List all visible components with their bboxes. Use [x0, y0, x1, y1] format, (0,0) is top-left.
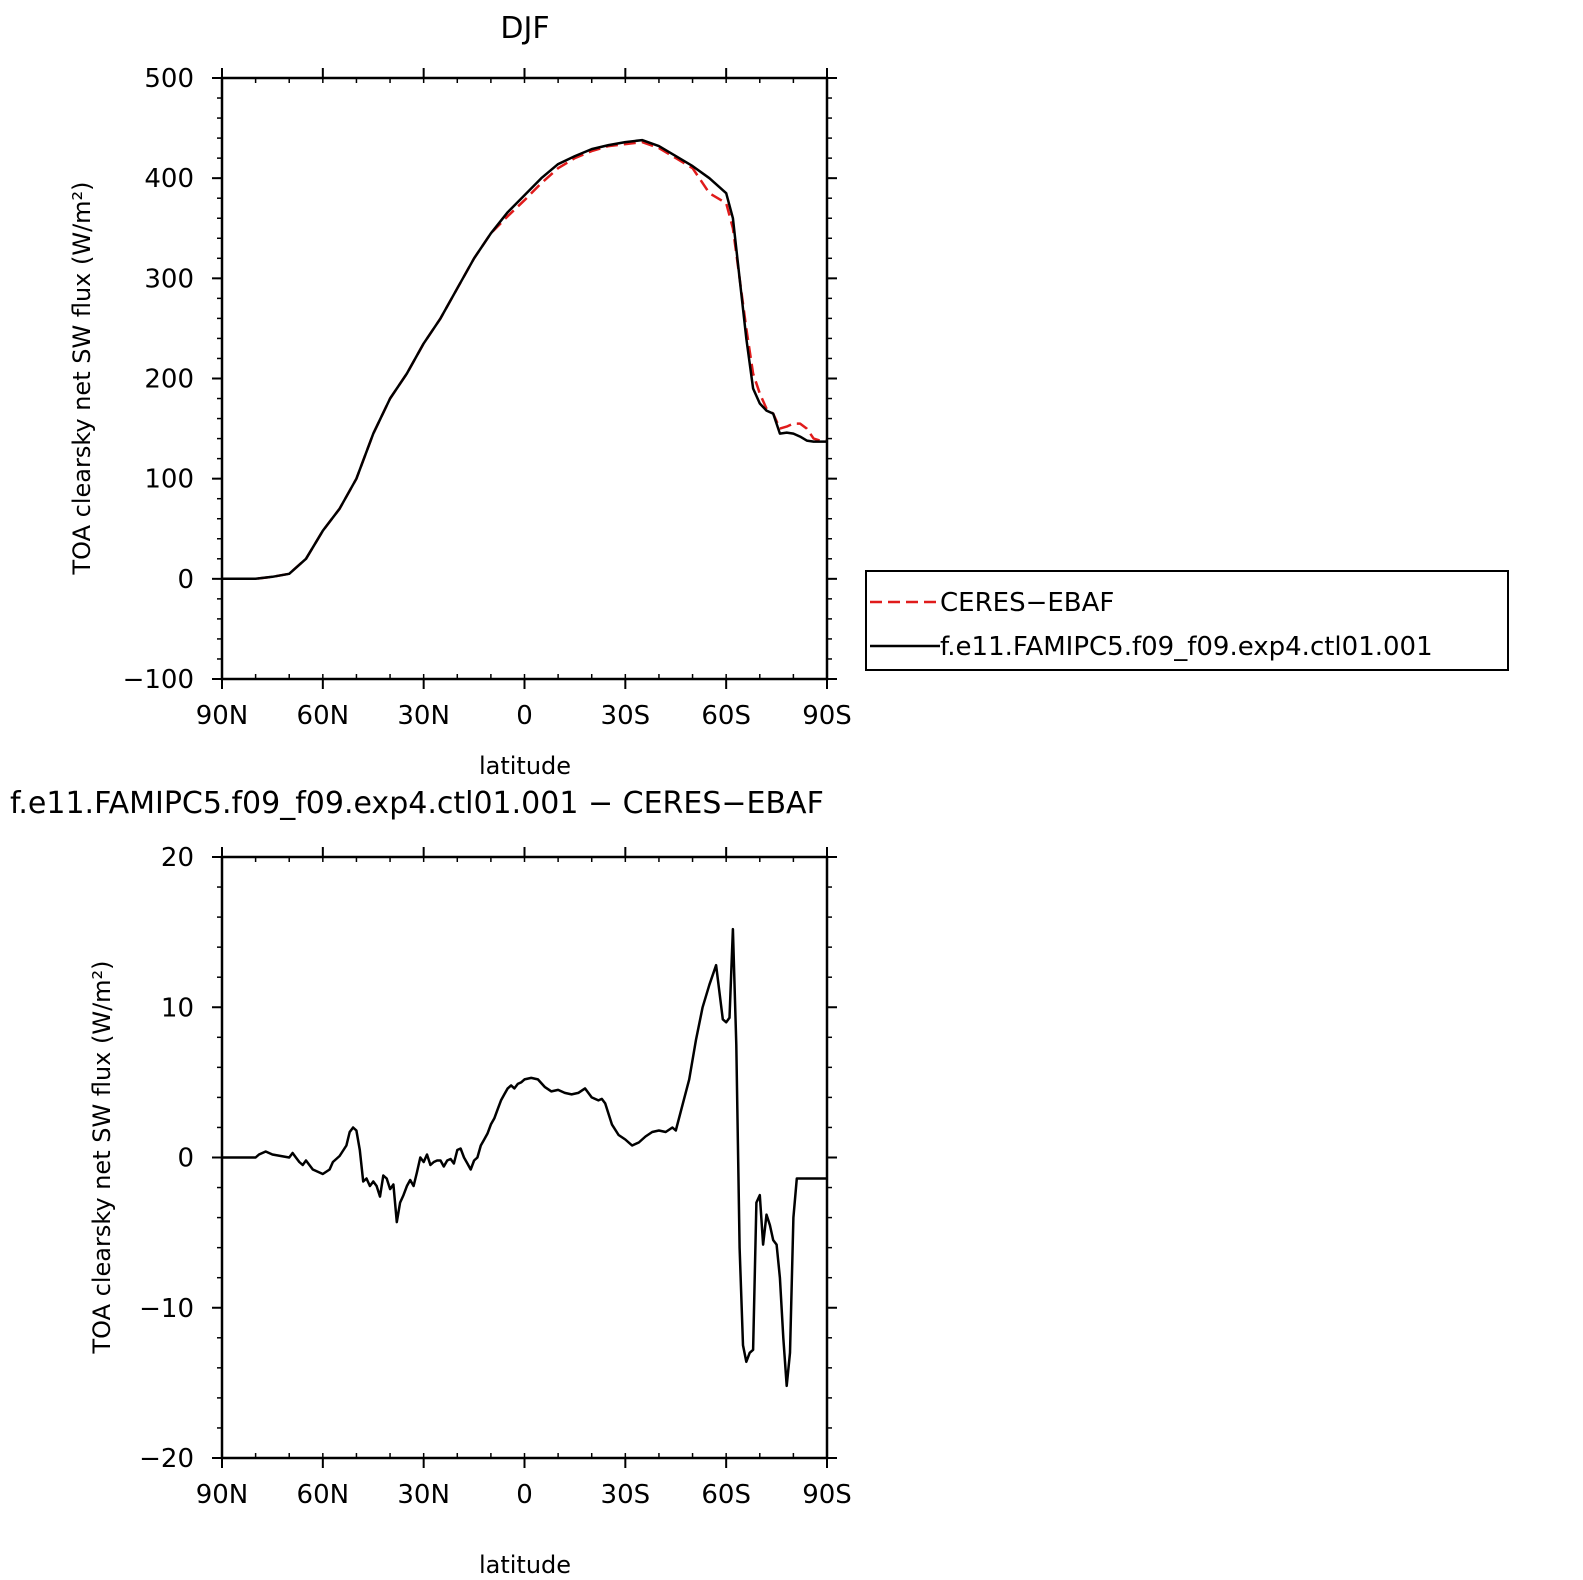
- top-x-tick-label: 90S: [802, 701, 852, 731]
- bottom-x-tick-label: 90S: [802, 1480, 852, 1510]
- bottom-y-tick-label: −10: [139, 1294, 194, 1324]
- bottom-x-tick-label: 30N: [397, 1480, 450, 1510]
- legend-box: [865, 570, 1509, 671]
- top-x-tick-label: 60N: [297, 701, 350, 731]
- top-y-tick-label: 100: [144, 465, 194, 495]
- top-y-tick-label: 0: [177, 565, 194, 595]
- bottom-x-tick-label: 60S: [701, 1480, 751, 1510]
- top-plot-title: DJF: [500, 11, 549, 46]
- top-panel: DJF TOA clearsky net SW flux (W/m²) lati…: [68, 11, 1509, 780]
- top-y-axis-label: TOA clearsky net SW flux (W/m²): [68, 181, 96, 575]
- top-y-tick-label: 400: [144, 164, 194, 194]
- bottom-y-tick-label: 0: [177, 1144, 194, 1174]
- top-y-tick-label: −100: [123, 665, 194, 695]
- top-x-tick-label: 30S: [601, 701, 651, 731]
- top-x-axis-label: latitude: [479, 752, 571, 780]
- legend-label-model: f.e11.FAMIPC5.f09_f09.exp4.ctl01.001: [940, 632, 1433, 662]
- legend-label-ceres: CERES−EBAF: [940, 588, 1114, 618]
- bottom-x-tick-label: 60N: [297, 1480, 350, 1510]
- top-x-tick-label: 60S: [701, 701, 751, 731]
- top-x-tick-label: 90N: [196, 701, 249, 731]
- top-y-tick-label: 200: [144, 365, 194, 395]
- top-x-tick-label: 30N: [397, 701, 450, 731]
- bottom-plot-frame: [220, 855, 829, 1460]
- top-axis-ticks: 90N 60N 30N 0 30S 60S 90S −100 0 100 200 300 400 500: [123, 64, 852, 731]
- bottom-y-tick-label: −20: [139, 1444, 194, 1474]
- bottom-x-tick-label: 30S: [601, 1480, 651, 1510]
- bottom-x-axis-label: latitude: [479, 1551, 571, 1579]
- bottom-plot-title: f.e11.FAMIPC5.f09_f09.exp4.ctl01.001 − C…: [10, 786, 824, 821]
- top-series-line-0: [222, 140, 827, 581]
- bottom-panel: f.e11.FAMIPC5.f09_f09.exp4.ctl01.001 − C…: [10, 786, 852, 1579]
- bottom-series-line-0: [222, 927, 827, 1388]
- top-series-group: [222, 138, 827, 581]
- top-x-tick-label: 0: [516, 701, 533, 731]
- bottom-y-tick-label: 20: [161, 843, 194, 873]
- top-y-tick-label: 500: [144, 64, 194, 94]
- bottom-y-axis-label: TOA clearsky net SW flux (W/m²): [88, 960, 116, 1354]
- bottom-y-tick-label: 10: [161, 993, 194, 1023]
- bottom-x-tick-label: 0: [516, 1480, 533, 1510]
- top-plot-frame: [220, 76, 829, 681]
- top-y-tick-label: 300: [144, 264, 194, 294]
- bottom-series-group: [222, 927, 827, 1388]
- top-series-line-1: [222, 138, 827, 581]
- bottom-axis-ticks: 90N 60N 30N 0 30S 60S 90S −20 −10 0 10 20: [139, 843, 852, 1510]
- bottom-x-tick-label: 90N: [196, 1480, 249, 1510]
- legend: CERES−EBAF f.e11.FAMIPC5.f09_f09.exp4.ct…: [865, 570, 1509, 671]
